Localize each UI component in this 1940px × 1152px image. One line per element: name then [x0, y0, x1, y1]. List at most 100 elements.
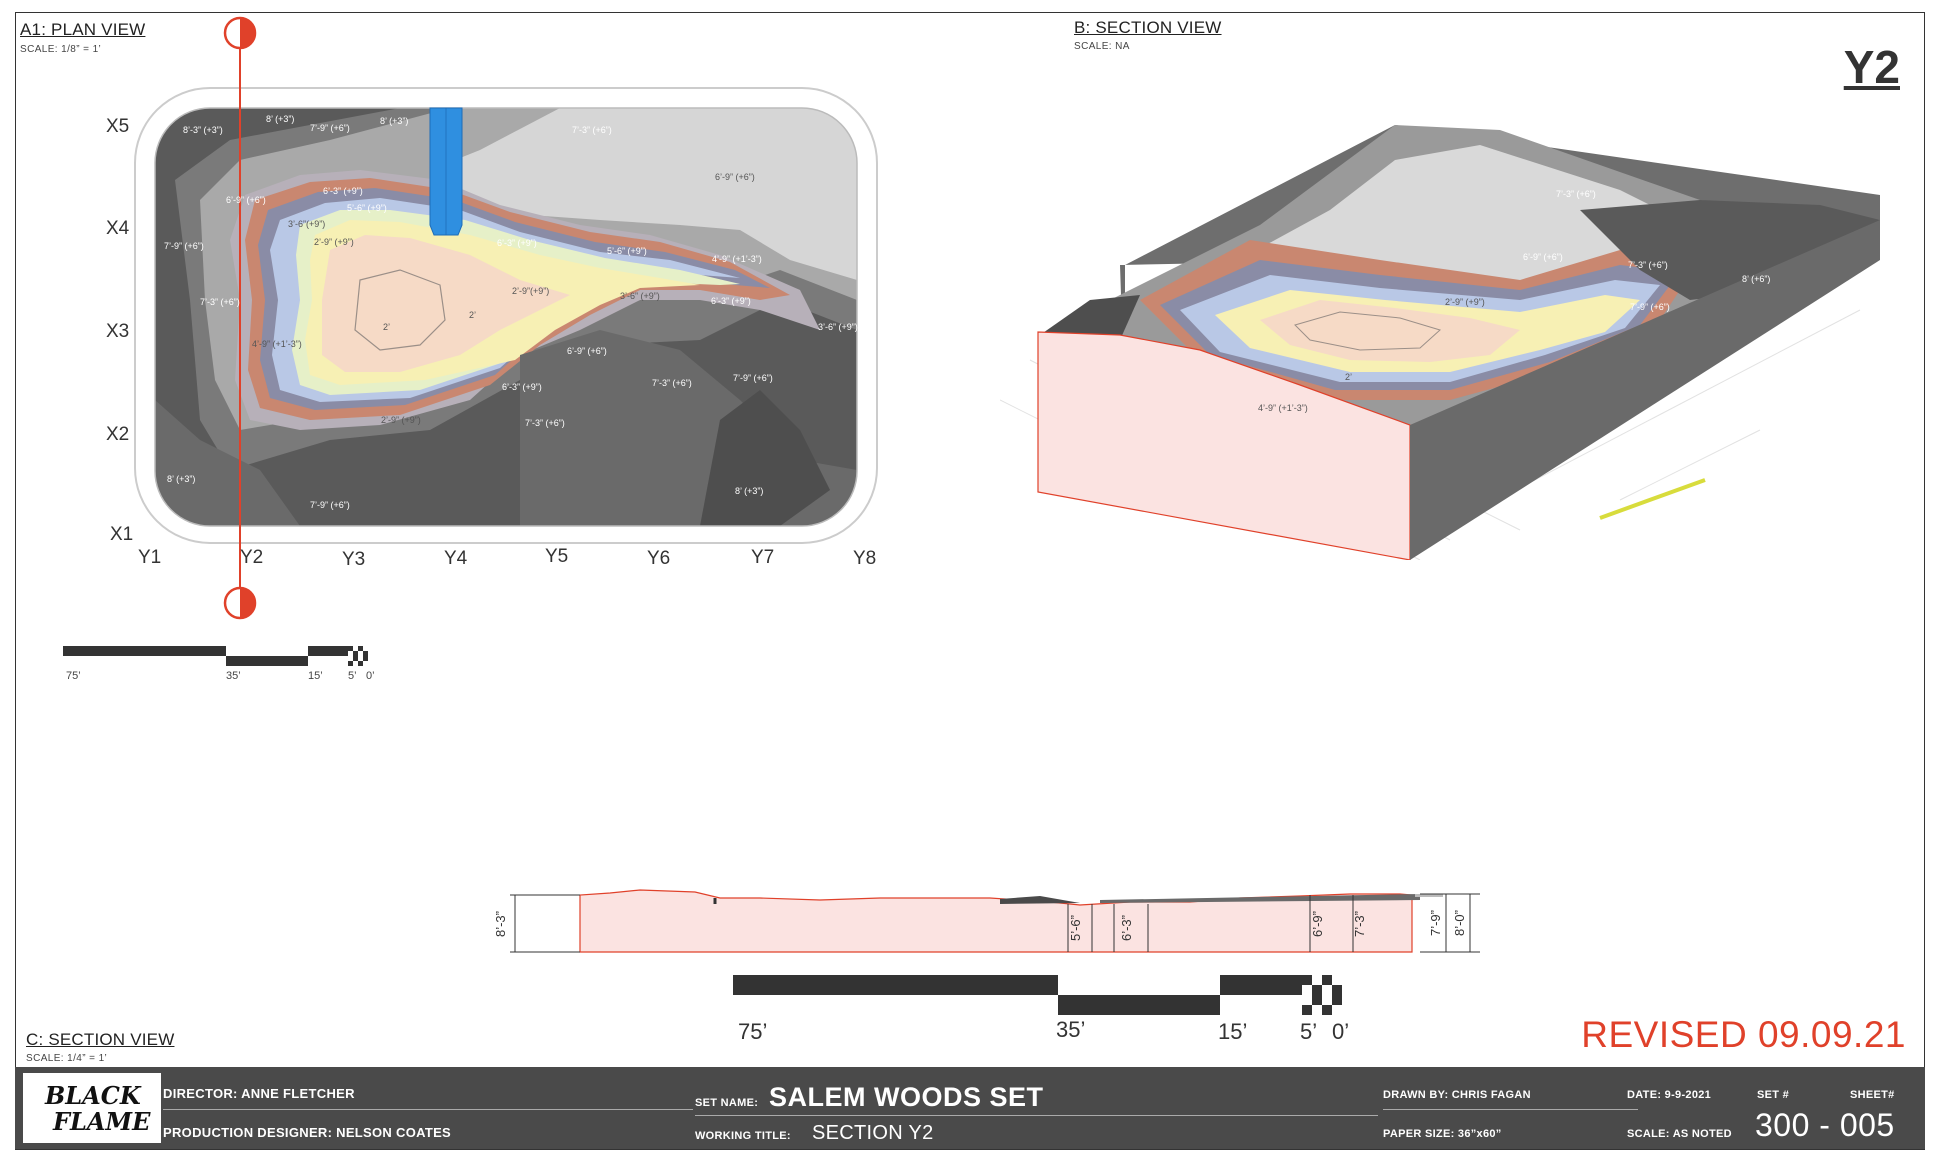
contour-label: 7’-9” (+6”): [310, 500, 350, 510]
contour-label: 2’: [469, 310, 476, 320]
contour-label: 6’-3” (+9”): [711, 296, 751, 306]
contour-label: 4’-9” (+1’-3”): [1258, 403, 1308, 413]
set-number-label: SET #: [1757, 1089, 1790, 1101]
col-label: Y5: [545, 546, 568, 567]
scale-label: 75’: [66, 670, 81, 682]
col-label: Y6: [647, 548, 670, 569]
col-label: Y7: [751, 547, 774, 568]
title-block: BLACK FLAME DIRECTOR: ANNE FLETCHER PROD…: [15, 1067, 1925, 1149]
plan-view: X5 X4 X3 X2 X1 Y1 Y2 Y3 Y4 Y5 Y6 Y7 Y8 8…: [63, 16, 878, 682]
col-label: Y1: [138, 547, 161, 568]
paper-size: PAPER SIZE: 36”x60”: [1383, 1128, 1502, 1140]
contour-label: 7’-3” (+6”): [652, 378, 692, 388]
contour-label: 4’-9” (+1’-3”): [252, 339, 302, 349]
contour-label: 6’-9” (+6”): [567, 346, 607, 356]
dimension-label: 8’-3”: [493, 911, 508, 937]
contour-label: 3’-6” (+9”): [818, 322, 858, 332]
plan-scale-bar: 75’ 35’ 15’ 5’ 0’: [63, 646, 375, 682]
drawn-by: DRAWN BY: CHRIS FAGAN: [1383, 1089, 1531, 1101]
director-label: DIRECTOR: ANNE FLETCHER: [163, 1086, 355, 1101]
scale-label: 15’: [308, 670, 323, 682]
contour-label: 8’ (+6”): [1742, 274, 1770, 284]
contour-label: 5’-6” (+9”): [607, 246, 647, 256]
contour-label: 7’-9” (+6”): [164, 241, 204, 251]
contour-label: 7’-9” (+6”): [310, 123, 350, 133]
contour-label: 6’-9” (+6”): [715, 172, 755, 182]
plan-outer-outline: [134, 87, 878, 544]
scale-label: 35’: [1056, 1017, 1085, 1042]
drawing-frame: [15, 12, 1925, 1150]
contour-label: 8’ (+3”): [167, 474, 195, 484]
section-b-isometric: 7’-3” (+6”) 6’-9” (+6”) 7’-3” (+6”) 8’ (…: [1000, 125, 1880, 560]
plan-view-scale: SCALE: 1/8” = 1’: [20, 44, 102, 55]
revision-stamp: REVISED 09.09.21: [1581, 1014, 1906, 1055]
scale-note: SCALE: AS NOTED: [1627, 1128, 1732, 1140]
section-c-title: C: SECTION VIEW: [26, 1030, 175, 1049]
yellow-marker: [1599, 478, 1706, 520]
contour-label: 7’-3” (+6”): [525, 418, 565, 428]
col-label: Y8: [853, 548, 876, 569]
date: DATE: 9-9-2021: [1627, 1089, 1712, 1101]
col-label: Y3: [342, 549, 365, 570]
contour-label: 8’ (+3”): [735, 486, 763, 496]
contour-label: 6’-9” (+6”): [226, 195, 266, 205]
set-name-label: SET NAME:: [695, 1097, 759, 1109]
contour-label: 6’-9” (+6”): [1523, 252, 1563, 262]
scale-label: 75’: [738, 1019, 767, 1044]
section-c-scale-bar: 75’ 35’ 15’ 5’ 0’: [733, 975, 1349, 1044]
plan-view-title: A1: PLAN VIEW: [20, 20, 146, 39]
section-b-scale: SCALE: NA: [1074, 41, 1130, 52]
dimension-label: 7’-9”: [1428, 910, 1443, 936]
dimension-label: 5’-6”: [1068, 915, 1083, 941]
section-b-title: B: SECTION VIEW: [1074, 18, 1222, 37]
scale-label: 15’: [1218, 1019, 1247, 1044]
col-label: Y4: [444, 548, 468, 569]
working-title-label: WORKING TITLE:: [695, 1130, 791, 1142]
scale-label: 5’: [1300, 1019, 1317, 1044]
company-logo: BLACK FLAME: [23, 1073, 161, 1143]
contour-label: 2’-9” (+9”): [381, 415, 421, 425]
contour-label: 3’-6”(+9”): [288, 219, 325, 229]
sheet-number-label: SHEET#: [1850, 1089, 1895, 1101]
scale-label: 35’: [226, 670, 241, 682]
section-marker-top: [223, 16, 257, 50]
contour-label: 6’-3” (+9”): [497, 238, 537, 248]
row-label: X1: [110, 524, 133, 545]
dimension-label: 6’-9”: [1310, 911, 1325, 937]
set-name: SALEM WOODS SET: [769, 1082, 1044, 1112]
contour-label: 2’-9”(+9”): [512, 286, 549, 296]
sheet-number: 300 - 005: [1755, 1107, 1895, 1143]
scale-label: 0’: [366, 670, 375, 682]
contour-label: 7’-9” (+6”): [733, 373, 773, 383]
dimension-label: 8’-0”: [1452, 910, 1467, 936]
row-label: X3: [106, 321, 129, 342]
contour-label: 8’ (+3”): [266, 114, 294, 124]
working-title: SECTION Y2: [812, 1122, 934, 1144]
dimension-label: 6’-3”: [1119, 915, 1134, 941]
contour-label: 7’-3” (+6”): [200, 297, 240, 307]
contour-label: 2’: [383, 322, 390, 332]
contour-label: 2’: [1345, 372, 1352, 382]
row-label: X4: [106, 218, 130, 239]
section-c-elevation: 8’-3” 5’-6” 6’-3” 6’-9” 7’-3” 7’-9” 8’-0…: [493, 889, 1480, 953]
section-marker-bottom: [223, 586, 257, 620]
contour-label: 2’-9” (+9”): [1445, 297, 1485, 307]
scale-label: 5’: [348, 670, 357, 682]
row-label: X5: [106, 116, 129, 137]
terrain-contours: [155, 108, 857, 526]
contour-label: 4’-9” (+1’-3”): [712, 254, 762, 264]
contour-label: 6’-3” (+9”): [502, 382, 542, 392]
dimension-label: 7’-3”: [1352, 911, 1367, 937]
contour-label: 7’-3” (+6”): [572, 125, 612, 135]
contour-label: 7’-3” (+6”): [1556, 189, 1596, 199]
contour-label: 2’-9” (+9”): [314, 237, 354, 247]
sheet-code: Y2: [1843, 41, 1900, 93]
contour-label: 6’-3” (+9”): [323, 186, 363, 196]
contour-label: 8’ (+3”): [380, 116, 408, 126]
section-c-scale: SCALE: 1/4” = 1’: [26, 1053, 108, 1064]
contour-label: 7’-3” (+6”): [1628, 260, 1668, 270]
contour-label: 5’-6” (+9”): [347, 203, 387, 213]
production-designer-label: PRODUCTION DESIGNER: NELSON COATES: [163, 1125, 452, 1140]
section-b-cut-face: [1037, 331, 1411, 560]
col-label: Y2: [240, 547, 263, 568]
